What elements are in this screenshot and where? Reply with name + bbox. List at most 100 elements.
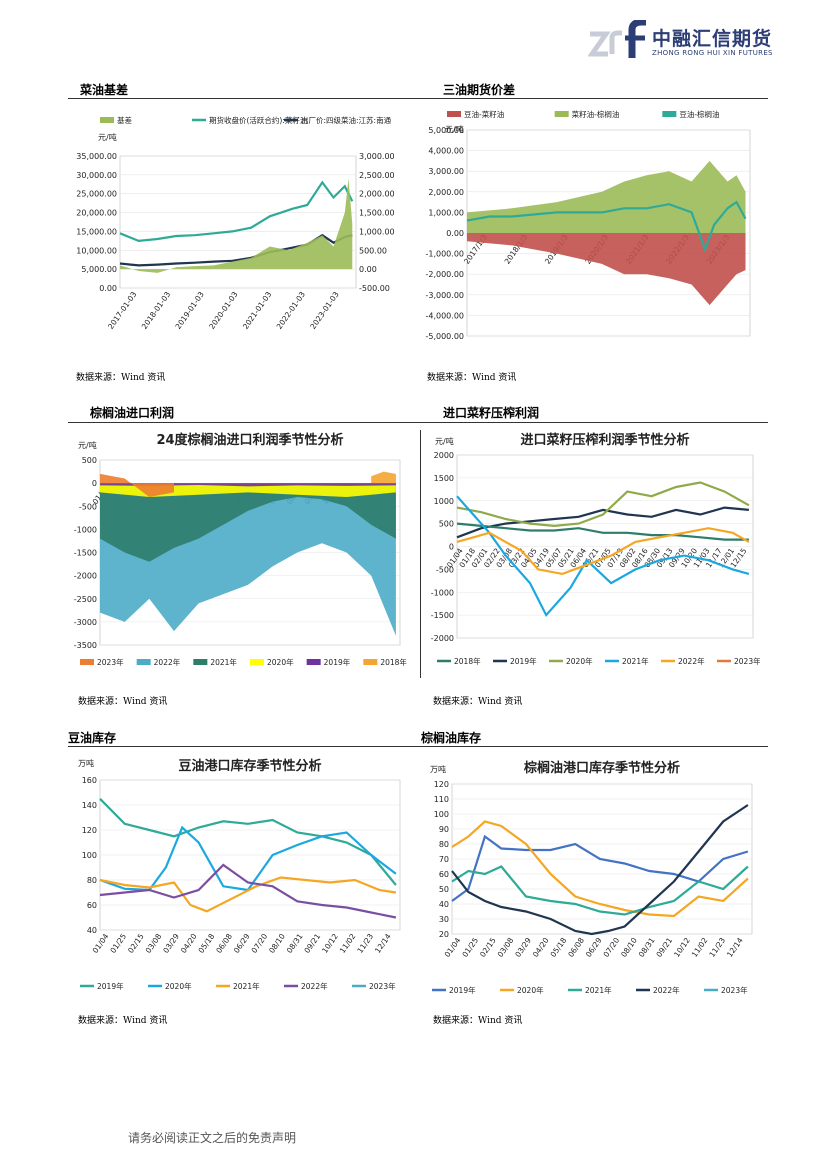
y-tick-label: 1,000.00 (428, 208, 464, 217)
y-tick-label: 120 (82, 826, 97, 835)
y-tick-label: 160 (82, 776, 97, 785)
section-title-three-oil-spread: 三油期货价差 (443, 83, 516, 97)
axis-unit-label: 元/吨 (435, 436, 454, 446)
series-area-2023年 (100, 473, 174, 497)
legend-label: 2018年 (380, 657, 407, 667)
legend-swatch (250, 659, 264, 665)
x-tick-label: 12/14 (373, 932, 393, 955)
legend-swatch (363, 659, 378, 665)
data-source-note: 数据来源：Wind 资讯 (433, 697, 523, 707)
x-tick-label: 2017-01-03 (106, 290, 139, 331)
x-tick-label: 06/29 (232, 932, 252, 955)
x-tick-label: 03/29 (161, 932, 181, 955)
legend-label: 2021年 (210, 657, 237, 667)
chart-rapeseed-crush-profit: 2000 1500 1000 500 0 -500 -1000 -1500 -2000 进口菜籽压… (425, 430, 760, 675)
y-tick-label: -3000 (74, 618, 97, 627)
legend-swatch (80, 659, 94, 665)
section-title-rapeseed-basis: 菜油基差 (80, 83, 129, 97)
x-tick-label: 09/21 (654, 936, 674, 959)
y-tick-label: 40 (87, 926, 97, 935)
x-tick-label: 05/18 (549, 936, 569, 959)
series-line-2021年 (456, 495, 750, 618)
data-source-note: 数据来源：Wind 资讯 (78, 697, 168, 707)
x-tick-label: 04/20 (179, 932, 199, 955)
y-right-tick-label: 500.00 (359, 246, 387, 255)
x-tick-label: 11/02 (690, 936, 710, 959)
y-tick-label: 15,000.00 (76, 227, 117, 236)
y-tick-label: -4,000.00 (425, 311, 464, 320)
y-right-tick-label: 1,500.00 (359, 209, 395, 218)
x-tick-label: 08/10 (619, 936, 639, 959)
y-tick-label: 30 (439, 915, 449, 924)
y-tick-label: 100 (434, 810, 449, 819)
logo-mark-icon (588, 20, 646, 58)
series-line-2022年 (456, 527, 750, 576)
series-line-2022年 (451, 804, 749, 936)
y-tick-label: -1500 (431, 611, 454, 620)
x-tick-label: 08/31 (285, 932, 305, 955)
chart-title: 24度棕榈油进口利润季节性分析 (156, 432, 343, 448)
x-tick-label: 2020-01-03 (207, 290, 240, 331)
y-right-tick-label: 1,000.00 (359, 227, 395, 236)
legend-label: 2021年 (585, 985, 612, 995)
y-tick-label: -500 (79, 502, 97, 511)
x-tick-label: 2019-01-03 (174, 290, 207, 331)
y-tick-label: 140 (82, 801, 97, 810)
x-tick-label: 05/18 (197, 932, 217, 955)
legend-label: 出厂价:四级菜油:江苏:南通 (301, 115, 392, 125)
x-tick-label: 10/12 (672, 936, 692, 959)
y-tick-label: 3,000.00 (428, 167, 464, 176)
y-tick-label: 5,000.00 (428, 126, 464, 135)
legend-swatch (447, 111, 461, 117)
y-tick-label: 60 (87, 901, 97, 910)
legend-label: 2022年 (301, 981, 328, 991)
x-tick-label: 2023-01-03 (308, 290, 341, 331)
column-divider (420, 430, 421, 678)
series-line-2021年 (451, 865, 749, 916)
y-tick-label: -1000 (74, 525, 97, 534)
y-tick-label: 5,000.00 (81, 265, 117, 274)
x-tick-label: 01/04 (91, 932, 111, 955)
x-tick-label: 2022-01-03 (275, 290, 308, 331)
x-tick-label: 12/14 (725, 936, 745, 959)
x-tick-label: 2018-01-03 (140, 290, 173, 331)
y-tick-label: 20 (439, 930, 449, 939)
y-tick-label: 0.00 (446, 229, 464, 238)
legend-label: 豆油-棕榈油 (679, 109, 719, 119)
section-divider (68, 746, 768, 747)
series-line-2019年 (451, 834, 749, 902)
legend-label: 2020年 (165, 981, 192, 991)
legend-label: 2020年 (517, 985, 544, 995)
y-tick-label: 60 (439, 870, 449, 879)
legend-label: 2022年 (653, 985, 680, 995)
chart-title: 进口菜籽压榨利润季节性分析 (520, 432, 689, 448)
chart-title: 棕榈油港口库存季节性分析 (523, 760, 680, 776)
y-tick-label: 20,000.00 (76, 209, 117, 218)
y-tick-label: -1000 (431, 588, 454, 597)
legend-swatch (662, 111, 677, 117)
chart-title: 豆油港口库存季节性分析 (178, 758, 321, 774)
y-tick-label: 4,000.00 (428, 147, 464, 156)
y-tick-label: 90 (439, 825, 449, 834)
series-line-2020年 (456, 481, 750, 528)
y-tick-label: 2,000.00 (428, 188, 464, 197)
y-tick-label: 25,000.00 (76, 190, 117, 199)
x-tick-label: 11/23 (355, 932, 375, 955)
series-line-2021年 (99, 876, 397, 913)
y-tick-label: 50 (439, 885, 449, 894)
y-tick-label: -2,000.00 (425, 270, 464, 279)
section-title-soy-inventory: 豆油库存 (68, 731, 117, 745)
y-tick-label: 80 (87, 876, 97, 885)
axis-unit-label: 万吨 (430, 764, 446, 774)
legend-swatch (554, 111, 569, 117)
x-tick-label: 06/08 (214, 932, 234, 955)
x-tick-label: 08/31 (637, 936, 657, 959)
x-tick-label: 09/21 (302, 932, 322, 955)
legend-label: 2020年 (566, 656, 593, 666)
axis-unit-label: 万吨 (78, 758, 94, 768)
y-tick-label: 120 (434, 780, 449, 789)
legend-label: 2023年 (721, 985, 748, 995)
x-tick-label: 08/10 (267, 932, 287, 955)
legend-label: 2019年 (449, 985, 476, 995)
series-line-豆油-棕榈油 (466, 200, 747, 253)
